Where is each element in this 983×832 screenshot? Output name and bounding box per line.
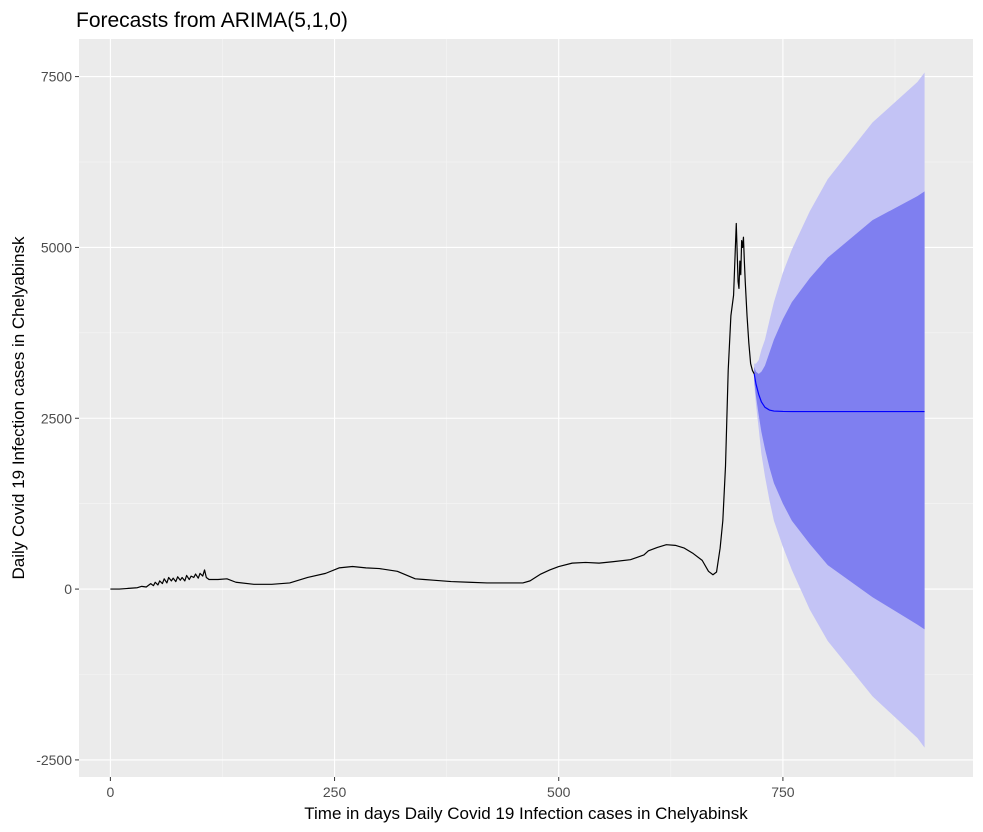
major-gridlines	[79, 39, 973, 777]
x-tick-label: 750	[771, 784, 795, 800]
y-tick-label: 0	[64, 581, 72, 597]
x-tick-label: 500	[547, 784, 571, 800]
x-tick-label: 250	[323, 784, 347, 800]
y-tick-label: 7500	[41, 69, 72, 85]
series-lines	[110, 222, 925, 590]
x-axis: 0 250 500 750	[106, 777, 795, 800]
x-axis-title: Time in days Daily Covid 19 Infection ca…	[304, 804, 748, 823]
y-tick-label: -2500	[36, 752, 72, 768]
chart-title: Forecasts from ARIMA(5,1,0)	[76, 9, 348, 32]
observed-series-line	[110, 222, 755, 590]
prediction-intervals	[754, 72, 925, 748]
x-tick-label: 0	[106, 784, 114, 800]
band-80-interval	[754, 191, 925, 630]
y-tick-label: 2500	[41, 410, 72, 426]
y-tick-label: 5000	[41, 239, 72, 255]
y-axis-title: Daily Covid 19 Infection cases in Chelya…	[9, 236, 28, 580]
y-axis: -2500 0 2500 5000 7500	[36, 69, 79, 768]
forecast-mean-line	[753, 373, 925, 413]
